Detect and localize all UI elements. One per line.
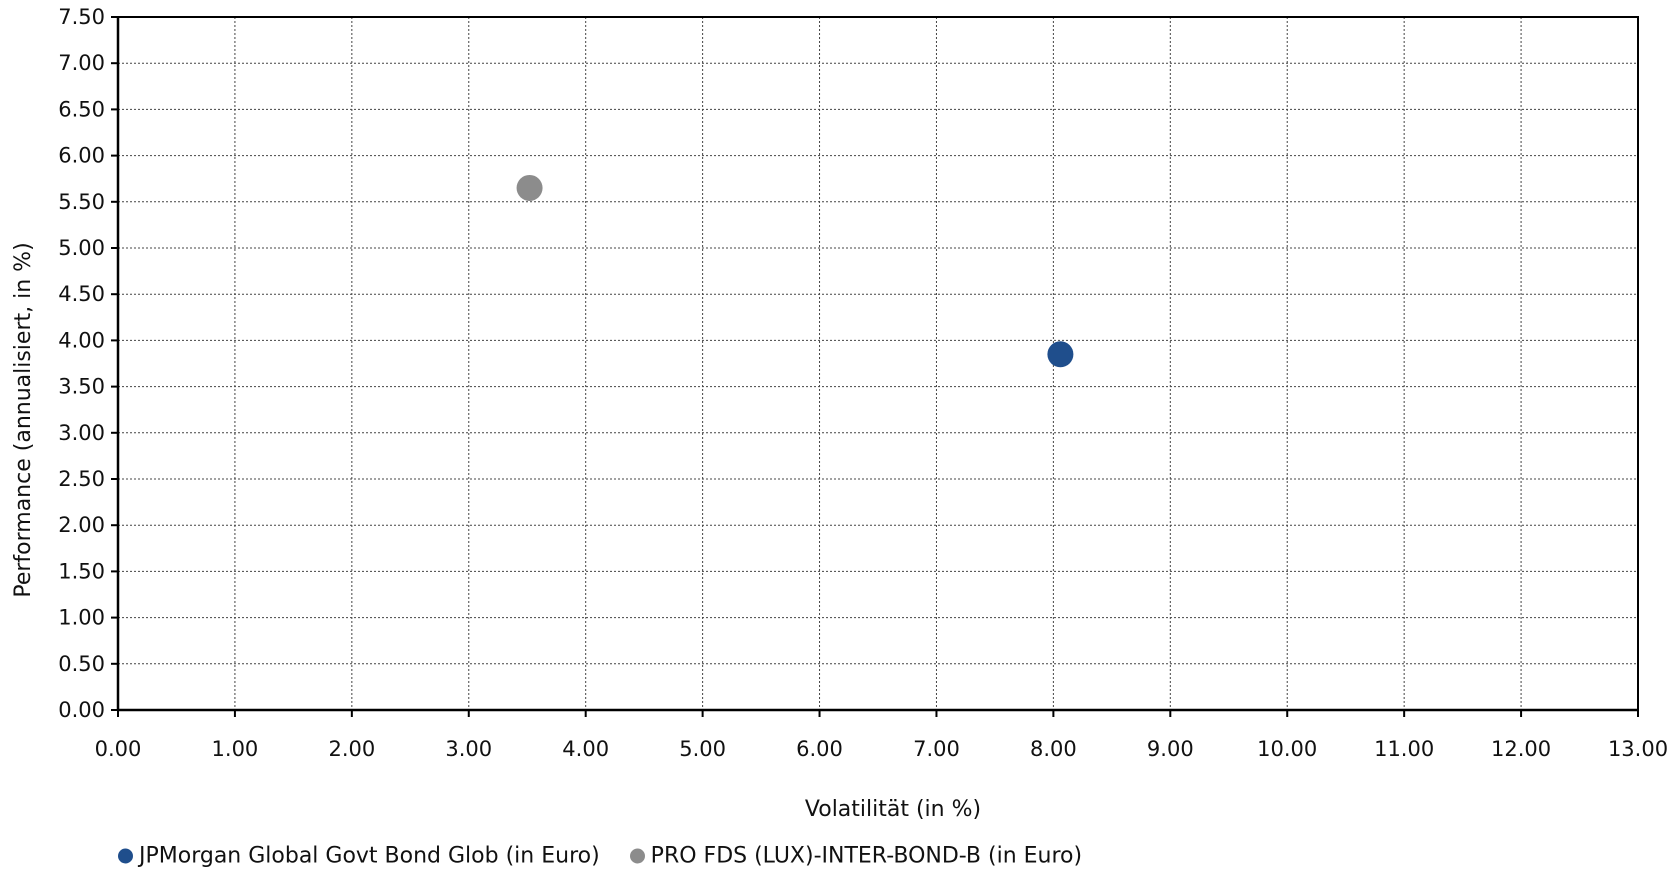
x-tick-label: 0.00 <box>95 737 142 761</box>
scatter-point <box>516 174 543 201</box>
x-tick-label: 2.00 <box>328 737 375 761</box>
axes <box>111 16 1639 717</box>
y-tick-label: 5.00 <box>58 236 105 260</box>
x-tick-label: 6.00 <box>796 737 843 761</box>
x-axis-label: Volatilität (in %) <box>805 797 981 822</box>
x-tick-label: 4.00 <box>562 737 609 761</box>
y-tick-label: 6.50 <box>58 97 105 121</box>
y-tick-label: 4.50 <box>58 282 105 306</box>
y-tick-label: 0.50 <box>58 652 105 676</box>
y-tick-label: 6.00 <box>58 144 105 168</box>
legend-label: PRO FDS (LUX)-INTER-BOND-B (in Euro) <box>650 843 1083 869</box>
y-tick-labels: 0.00 0.50 1.00 1.50 2.00 2.50 3.00 3.50 4.00 4.50… <box>58 5 105 722</box>
x-tick-label: 10.00 <box>1257 737 1317 761</box>
grid-lines <box>118 16 1639 710</box>
x-tick-label: 1.00 <box>212 737 259 761</box>
y-tick-label: 4.00 <box>58 328 105 352</box>
data-points <box>516 174 1074 368</box>
y-tick-label: 7.00 <box>58 51 105 75</box>
legend-marker-icon <box>118 848 133 864</box>
x-tick-label: 12.00 <box>1491 737 1551 761</box>
y-tick-label: 2.00 <box>58 513 105 537</box>
y-tick-label: 3.00 <box>58 421 105 445</box>
legend-label: JPMorgan Global Govt Bond Glob (in Euro) <box>139 843 600 869</box>
y-tick-label: 2.50 <box>58 467 105 491</box>
x-tick-label: 11.00 <box>1374 737 1434 761</box>
legend-marker-icon <box>629 848 645 864</box>
y-tick-label: 5.50 <box>58 190 105 214</box>
y-tick-label: 0.00 <box>58 698 105 722</box>
x-tick-label: 8.00 <box>1030 737 1077 761</box>
y-tick-label: 1.00 <box>58 606 105 630</box>
x-tick-labels: 0.00 1.00 2.00 3.00 4.00 5.00 6.00 7.00 8.00 9.00… <box>95 737 1668 761</box>
x-tick-label: 3.00 <box>445 737 492 761</box>
x-tick-label: 5.00 <box>679 737 726 761</box>
legend-item: PRO FDS (LUX)-INTER-BOND-B (in Euro) <box>629 843 1083 869</box>
y-tick-label: 3.50 <box>58 375 105 399</box>
legend-item: JPMorgan Global Govt Bond Glob (in Euro) <box>118 844 600 869</box>
x-tick-label: 7.00 <box>913 737 960 761</box>
y-tick-label: 1.50 <box>58 559 105 583</box>
legend: JPMorgan Global Govt Bond Glob (in Euro)… <box>118 844 1082 869</box>
x-tick-label: 13.00 <box>1608 737 1668 761</box>
y-axis-label: Performance (annualisiert, in %) <box>11 242 36 597</box>
plot-frame <box>117 16 1639 711</box>
y-tick-label: 7.50 <box>58 5 105 29</box>
scatter-point <box>1047 341 1074 368</box>
x-tick-label: 9.00 <box>1147 737 1194 761</box>
